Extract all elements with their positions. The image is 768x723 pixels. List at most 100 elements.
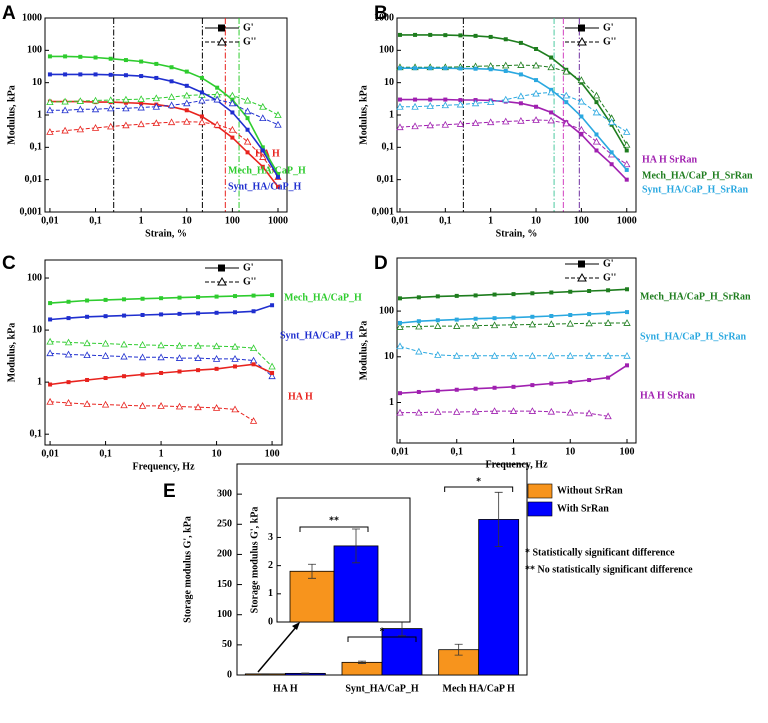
storage-marker bbox=[473, 66, 478, 71]
x-tick-label: 10 bbox=[212, 448, 222, 459]
panel-letter: E bbox=[163, 481, 176, 502]
loss-marker bbox=[228, 91, 237, 99]
loss-marker bbox=[120, 401, 128, 409]
x-tick-label: 1 bbox=[488, 215, 493, 226]
storage-marker bbox=[416, 319, 421, 324]
storage-marker bbox=[177, 295, 182, 300]
storage-marker bbox=[184, 83, 189, 88]
loss-marker bbox=[231, 355, 239, 362]
loss-marker bbox=[91, 124, 100, 131]
loss-marker bbox=[175, 402, 184, 410]
panel-letter: C bbox=[2, 253, 16, 274]
y-tick-label: 10 bbox=[32, 324, 42, 335]
loss-marker bbox=[194, 354, 202, 361]
loss-marker bbox=[434, 322, 442, 329]
legend-label: G' bbox=[243, 262, 254, 273]
storage-marker bbox=[454, 387, 459, 392]
loss-marker bbox=[547, 320, 556, 327]
loss-marker bbox=[64, 350, 73, 358]
storage-marker bbox=[488, 67, 493, 72]
legend-marker bbox=[218, 264, 225, 272]
loss-marker bbox=[249, 417, 258, 424]
error-bar bbox=[301, 672, 310, 675]
loss-modulus-line bbox=[400, 91, 627, 133]
storage-marker bbox=[122, 297, 127, 302]
loss-marker bbox=[259, 114, 267, 122]
storage-marker bbox=[503, 68, 508, 73]
arrow-head bbox=[292, 622, 300, 630]
loss-marker bbox=[441, 101, 449, 109]
storage-marker bbox=[473, 33, 478, 38]
storage-marker bbox=[230, 135, 235, 140]
y-axis-title: Storage modulus G', kPa bbox=[249, 507, 260, 614]
loss-marker bbox=[502, 61, 510, 69]
loss-marker bbox=[623, 128, 631, 135]
storage-marker bbox=[108, 72, 113, 77]
legend-label: G' bbox=[243, 22, 254, 33]
storage-marker bbox=[435, 388, 440, 393]
significance-mark: ** bbox=[329, 515, 339, 526]
storage-marker bbox=[625, 310, 630, 315]
series-label: Synt_HA/CaP_H_SrRan bbox=[642, 184, 749, 195]
storage-marker bbox=[270, 293, 275, 298]
legend-marker bbox=[217, 276, 227, 286]
loss-marker bbox=[212, 404, 221, 411]
storage-marker bbox=[454, 293, 459, 298]
storage-marker bbox=[606, 288, 611, 293]
y-tick-label: 0 bbox=[227, 669, 232, 680]
loss-marker bbox=[547, 63, 555, 71]
storage-marker bbox=[587, 378, 592, 383]
storage-marker bbox=[534, 46, 539, 51]
storage-marker bbox=[416, 295, 421, 300]
storage-marker bbox=[139, 101, 144, 106]
loss-marker bbox=[547, 351, 556, 359]
storage-marker bbox=[606, 311, 611, 316]
loss-marker bbox=[274, 111, 282, 118]
storage-marker bbox=[154, 75, 159, 80]
storage-marker bbox=[122, 313, 127, 318]
storage-marker bbox=[397, 66, 402, 71]
loss-marker bbox=[64, 338, 73, 346]
storage-marker bbox=[177, 369, 182, 374]
storage-marker bbox=[159, 312, 164, 317]
loss-marker bbox=[137, 95, 145, 103]
storage-marker bbox=[233, 364, 238, 369]
y-tick-label: 0,001 bbox=[372, 206, 395, 217]
storage-marker bbox=[549, 110, 554, 115]
loss-marker bbox=[213, 120, 221, 128]
loss-marker bbox=[502, 95, 510, 103]
y-tick-label: 1000 bbox=[374, 12, 394, 23]
storage-marker bbox=[549, 314, 554, 319]
y-tick-label: 1 bbox=[389, 397, 394, 408]
loss-marker bbox=[441, 120, 449, 128]
y-tick-label: 1 bbox=[268, 588, 273, 599]
x-axis-title: Strain, % bbox=[145, 228, 187, 239]
storage-marker bbox=[428, 32, 433, 37]
loss-marker bbox=[46, 98, 54, 106]
loss-marker bbox=[259, 153, 267, 160]
loss-marker bbox=[592, 108, 601, 116]
y-tick-label: 1 bbox=[37, 109, 42, 120]
loss-marker bbox=[152, 94, 160, 102]
storage-marker bbox=[587, 289, 592, 294]
loss-marker bbox=[426, 121, 434, 129]
storage-marker bbox=[66, 380, 71, 385]
legend-marker bbox=[577, 36, 587, 46]
storage-marker bbox=[78, 72, 83, 77]
y-tick-label: 250 bbox=[217, 519, 232, 530]
storage-marker bbox=[184, 108, 189, 113]
storage-marker bbox=[594, 100, 599, 105]
loss-marker bbox=[138, 341, 147, 348]
loss-marker bbox=[157, 341, 165, 349]
loss-modulus-line bbox=[400, 410, 609, 417]
storage-marker bbox=[233, 294, 238, 299]
storage-marker bbox=[177, 311, 182, 316]
x-tick-label: 1000 bbox=[617, 215, 637, 226]
x-tick-label: 100 bbox=[620, 446, 635, 457]
x-tick-label: 1 bbox=[511, 446, 516, 457]
storage-marker bbox=[435, 318, 440, 323]
loss-marker bbox=[175, 354, 184, 361]
y-axis-title: Modulus, kPa bbox=[6, 85, 17, 144]
storage-marker bbox=[397, 97, 402, 102]
legend-label: G'' bbox=[603, 36, 617, 47]
